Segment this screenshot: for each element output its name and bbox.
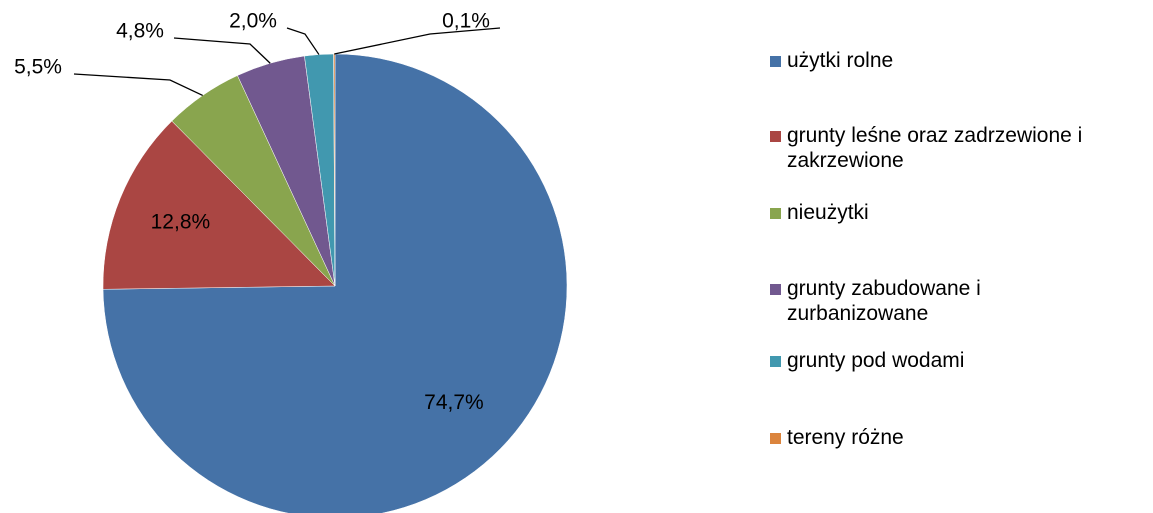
- legend-swatch: [770, 131, 781, 142]
- data-label: 4,8%: [116, 20, 164, 43]
- legend-item: nieużytki: [770, 200, 1153, 225]
- legend-label: grunty zabudowane i zurbanizowane: [787, 277, 981, 325]
- data-label: 5,5%: [14, 56, 62, 79]
- leader-line: [73, 73, 203, 97]
- legend-label: grunty pod wodami: [787, 349, 965, 372]
- pie-slice: [102, 120, 336, 290]
- legend-label: użytki rolne: [787, 49, 894, 72]
- legend-swatch: [770, 433, 781, 444]
- legend-item: tereny różne: [770, 425, 1153, 450]
- data-label: 0,1%: [442, 10, 490, 33]
- legend-label: tereny różne: [787, 426, 904, 449]
- legend-item: użytki rolne: [770, 48, 1153, 73]
- legend-item: grunty pod wodami: [770, 348, 1153, 373]
- data-label: 12,8%: [151, 210, 211, 233]
- leader-line: [334, 27, 501, 55]
- legend-swatch: [770, 356, 781, 367]
- leader-line: [286, 27, 320, 55]
- legend-swatch: [770, 208, 781, 219]
- legend-swatch: [770, 284, 781, 295]
- data-label: 2,0%: [229, 10, 277, 33]
- legend-label: nieużytki: [787, 201, 869, 224]
- legend-item: grunty leśne oraz zadrzewione i zakrzewi…: [770, 123, 1153, 173]
- legend-label: grunty leśne oraz zadrzewione i zakrzewi…: [787, 124, 1083, 172]
- legend-item: grunty zabudowane i zurbanizowane: [770, 276, 1047, 326]
- leader-line: [173, 37, 271, 64]
- data-label: 74,7%: [424, 391, 484, 414]
- legend-swatch: [770, 56, 781, 67]
